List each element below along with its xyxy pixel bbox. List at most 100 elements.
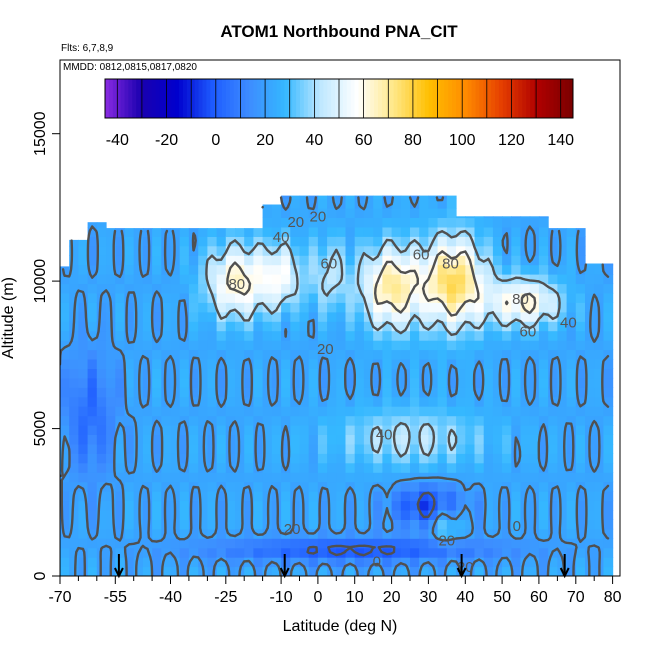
colorbar-swatch (144, 79, 149, 118)
heat-cell (87, 264, 98, 275)
heat-cell (520, 538, 531, 549)
colorbar-swatch (214, 79, 219, 118)
heat-cell (124, 396, 135, 407)
heat-cell (188, 377, 199, 388)
heat-cell (391, 566, 402, 576)
heat-cell (566, 472, 577, 483)
heat-cell (382, 349, 393, 360)
colorbar-swatch (374, 79, 379, 118)
heat-cell (538, 472, 549, 483)
colorbar-swatch (183, 79, 188, 118)
heat-cell (87, 255, 98, 266)
heat-cell (142, 415, 153, 426)
heat-cell (511, 491, 522, 502)
heat-cell (78, 557, 89, 568)
heat-cell (456, 453, 466, 464)
heat-cell (566, 453, 577, 464)
heat-cell (345, 528, 356, 539)
heat-cell (603, 387, 614, 398)
heat-cell (69, 340, 79, 351)
heat-cell (96, 274, 107, 285)
heat-cell (253, 359, 264, 369)
heat-cell (299, 387, 310, 398)
heat-cell (557, 415, 568, 426)
heat-cell (594, 519, 604, 530)
heat-cell (538, 330, 549, 341)
heat-cell (152, 387, 162, 398)
colorbar-swatch (241, 79, 246, 118)
heat-cell (410, 443, 420, 454)
heat-cell (290, 274, 301, 285)
heat-cell (142, 311, 153, 322)
heat-cell (308, 425, 319, 435)
heat-cell (492, 443, 503, 454)
heat-cell (511, 292, 522, 303)
heat-cell (179, 434, 190, 445)
heat-cell (253, 566, 264, 576)
heat-cell (520, 226, 531, 237)
heat-cell (437, 255, 448, 266)
heat-cell (290, 406, 301, 417)
heat-cell (281, 519, 291, 530)
heat-cell (225, 510, 236, 520)
heat-cell (106, 340, 116, 351)
heat-cell (529, 264, 540, 275)
heat-cell (216, 434, 227, 445)
heat-cell (594, 491, 604, 502)
heat-cell (419, 264, 429, 275)
heat-cell (437, 217, 448, 228)
heat-cell (354, 208, 365, 218)
flight-marker-head (456, 567, 467, 579)
heat-cell (198, 510, 208, 520)
heat-cell (216, 283, 227, 294)
heat-cell (474, 415, 485, 426)
heat-cell (290, 557, 301, 568)
heat-cell (281, 349, 291, 360)
heat-cell (345, 406, 356, 417)
heat-cell (382, 472, 393, 483)
heat-cell (281, 208, 291, 218)
heat-cell (410, 302, 420, 313)
heat-cell (235, 396, 245, 407)
heat-cell (87, 377, 98, 388)
heat-cell (575, 566, 586, 576)
heat-cell (87, 415, 98, 426)
heat-cell (96, 377, 107, 388)
heat-cell (290, 453, 301, 464)
heat-cell (428, 217, 439, 228)
colorbar-swatch (272, 79, 278, 118)
heat-cell (78, 368, 89, 379)
heat-cell (60, 406, 70, 417)
colorbar-swatch (120, 79, 125, 118)
heat-cell (327, 368, 337, 379)
heat-cell (400, 283, 411, 294)
heat-cell (363, 302, 374, 313)
heat-cell (520, 415, 531, 426)
heat-cell (437, 500, 448, 511)
heat-cell (60, 491, 70, 502)
heat-cell (566, 302, 577, 313)
heat-cell (281, 274, 291, 285)
heat-cell (557, 472, 568, 483)
heat-cell (575, 500, 586, 511)
heat-cell (106, 528, 116, 539)
heat-cell (391, 236, 402, 247)
heat-cell (290, 195, 301, 200)
heat-cell (225, 500, 236, 511)
heat-cell (207, 538, 218, 549)
heat-cell (354, 340, 365, 351)
heat-cell (225, 406, 236, 417)
heat-cell (115, 491, 126, 502)
heat-cell (382, 415, 393, 426)
heat-cell (354, 538, 365, 549)
heat-cell (520, 264, 531, 275)
heat-cell (428, 292, 439, 303)
heat-cell (529, 396, 540, 407)
heat-cell (456, 462, 466, 473)
colorbar-swatch (288, 79, 293, 118)
heat-cell (382, 321, 393, 332)
heat-cell (446, 264, 457, 275)
heat-cell (428, 415, 439, 426)
heat-cell (87, 302, 98, 313)
heat-cell (78, 443, 89, 454)
